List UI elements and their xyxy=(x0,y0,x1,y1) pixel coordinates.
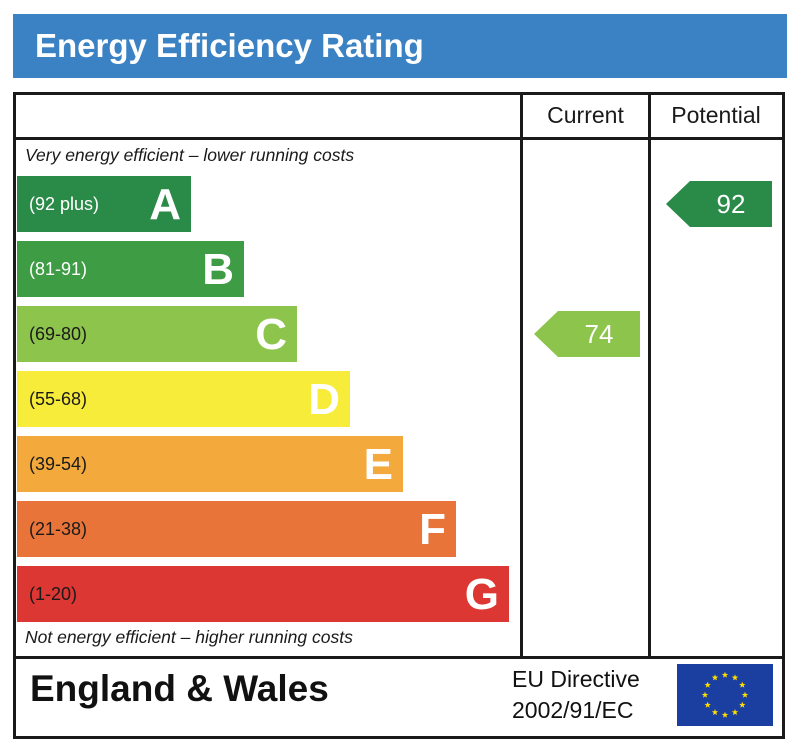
band-e: (39-54) E xyxy=(17,436,403,492)
directive-line-2: 2002/91/EC xyxy=(512,697,634,723)
chart-title: Energy Efficiency Rating xyxy=(35,27,424,64)
chart-frame xyxy=(13,92,785,739)
title-bar: Energy Efficiency Rating xyxy=(13,14,787,78)
band-a: (92 plus) A xyxy=(17,176,191,232)
eu-directive: EU Directive 2002/91/EC xyxy=(512,664,640,726)
band-range-label: (1-20) xyxy=(29,584,78,604)
potential-rating-arrow: 92 xyxy=(666,181,772,227)
potential-rating-value: 92 xyxy=(716,189,746,219)
bottom-note: Not energy efficient – higher running co… xyxy=(25,627,353,647)
potential-column-header: Potential xyxy=(671,102,761,128)
eu-flag-icon xyxy=(677,664,773,726)
top-note: Very energy efficient – lower running co… xyxy=(25,145,355,165)
band-letter: E xyxy=(363,440,393,489)
band-letter: C xyxy=(255,310,287,359)
band-letter: F xyxy=(419,505,446,554)
band-d: (55-68) D xyxy=(17,371,350,427)
band-range-label: (69-80) xyxy=(29,324,88,344)
current-rating-arrow: 74 xyxy=(534,311,640,357)
band-range-label: (92 plus) xyxy=(29,194,100,214)
band-letter: D xyxy=(308,375,340,424)
current-rating-value: 74 xyxy=(584,319,614,349)
band-range-label: (21-38) xyxy=(29,519,88,539)
arrow-shape xyxy=(534,311,640,357)
potential-column-divider xyxy=(648,92,651,658)
current-column-divider xyxy=(520,92,523,658)
directive-line-1: EU Directive xyxy=(512,666,640,692)
band-f: (21-38) F xyxy=(17,501,456,557)
band-c: (69-80) C xyxy=(17,306,297,362)
band-letter: G xyxy=(464,570,499,619)
band-range-label: (55-68) xyxy=(29,389,88,409)
footer-divider xyxy=(13,656,785,659)
band-letter: B xyxy=(202,245,234,294)
band-g: (1-20) G xyxy=(17,566,509,622)
current-column-header: Current xyxy=(547,102,624,128)
region-label: England & Wales xyxy=(30,668,329,709)
band-range-label: (39-54) xyxy=(29,454,88,474)
band-range-label: (81-91) xyxy=(29,259,88,279)
band-b: (81-91) B xyxy=(17,241,244,297)
arrow-shape xyxy=(666,181,772,227)
header-divider xyxy=(13,137,785,140)
band-letter: A xyxy=(149,180,181,229)
